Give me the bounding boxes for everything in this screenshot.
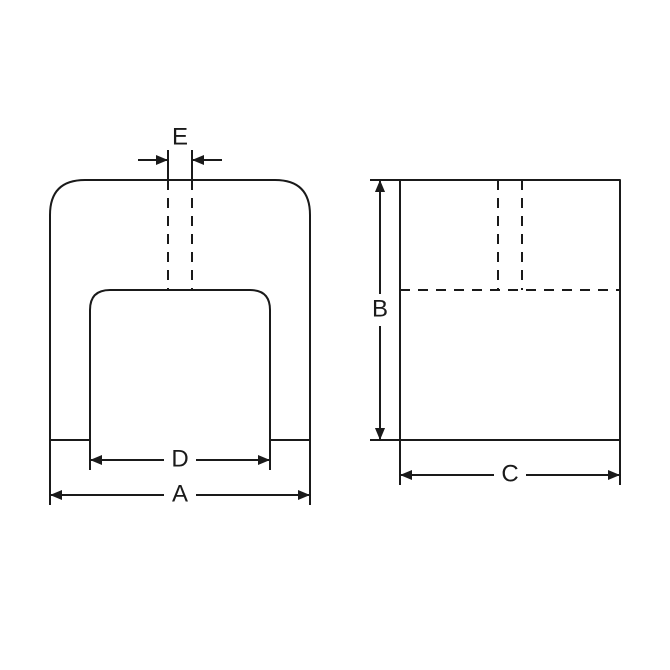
dimension-d: D [90,440,270,472]
dimension-label: C [501,460,518,487]
dimension-label: A [172,480,188,507]
arrowhead [50,490,62,500]
arrowhead [90,455,102,465]
dimension-label: B [372,295,388,322]
dimension-label: D [171,445,188,472]
dimension-label: E [172,123,188,150]
arrowhead [375,180,385,192]
u-shape-front-view [50,180,310,440]
arrowhead [192,155,204,165]
side-view-rect [400,180,620,440]
arrowhead [608,470,620,480]
technical-drawing: AD E B C [0,0,670,670]
arrowhead [375,428,385,440]
dimension-e: E [138,123,222,180]
arrowhead [298,490,310,500]
arrowhead [258,455,270,465]
dimension-b: B [370,180,400,440]
arrowhead [156,155,168,165]
dimension-c: C [400,440,620,487]
arrowhead [400,470,412,480]
